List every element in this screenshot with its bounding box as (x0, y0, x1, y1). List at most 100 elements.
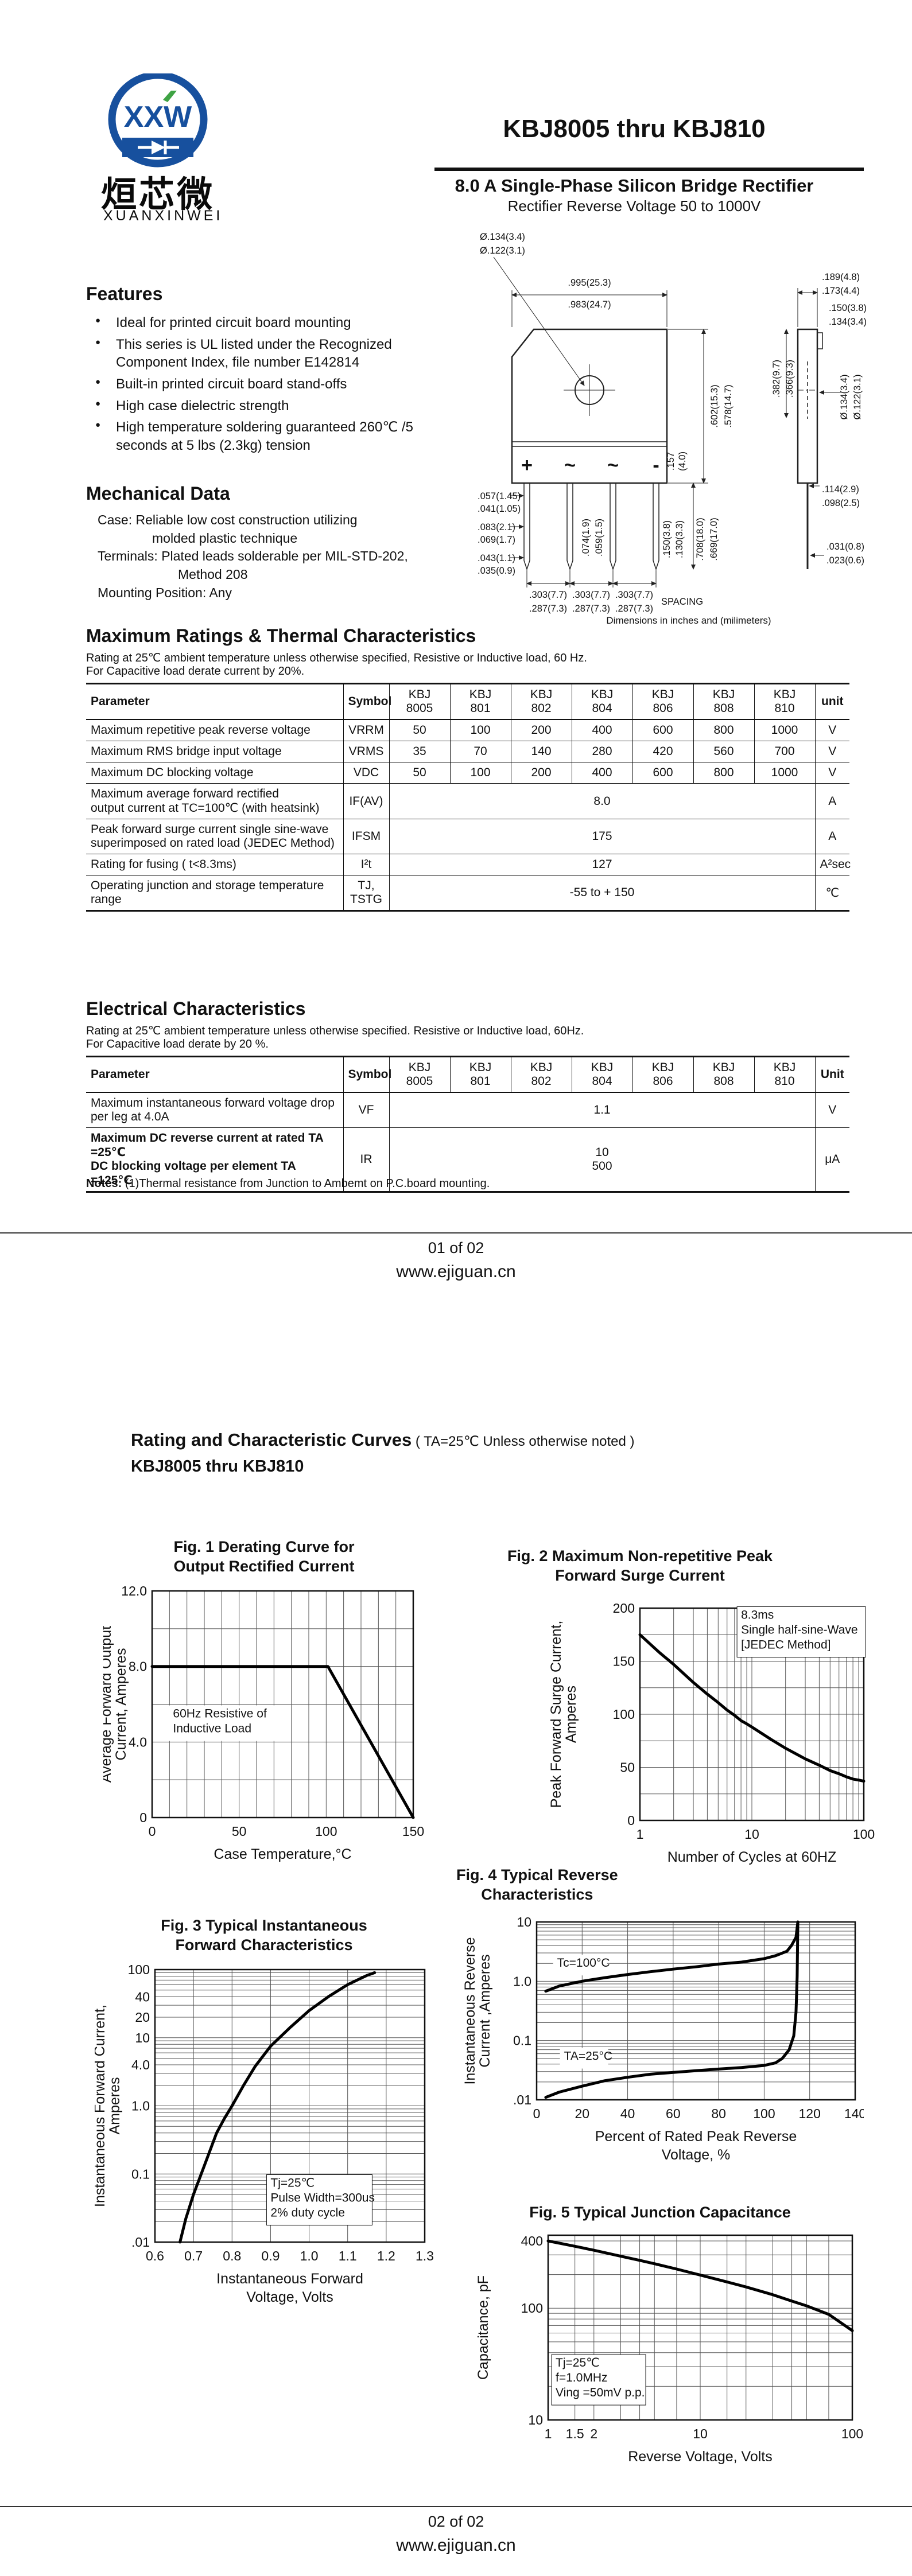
mechanical-line: Method 208 (178, 567, 248, 582)
column-header: KBJ 810 (754, 1056, 816, 1093)
diode-icon (138, 141, 179, 154)
svg-text:150: 150 (402, 1824, 424, 1839)
column-header: KBJ 802 (510, 1056, 572, 1093)
terminal-label: + (521, 454, 533, 476)
svg-text:140: 140 (844, 2106, 864, 2121)
dimension-label: .023(0.6) (826, 555, 864, 566)
svg-text:150: 150 (613, 1654, 635, 1669)
svg-text:50: 50 (232, 1824, 247, 1839)
svg-text:10: 10 (517, 1915, 531, 1929)
dimension-label: Ø.122(3.1) (480, 246, 525, 256)
table-row: Maximum instantaneous forward voltage dr… (86, 1092, 849, 1128)
svg-text:1.5: 1.5 (566, 2426, 584, 2441)
dimension-label: .173(4.4) (822, 286, 860, 296)
column-header: KBJ 808 (693, 683, 755, 720)
chart-annotation: 60Hz Resistive of (173, 1707, 267, 1721)
mechanical-line: Case: Reliable low cost construction uti… (98, 512, 358, 527)
feature-item: Built-in printed circuit board stand-off… (86, 375, 460, 394)
electrical-subtitle-2: For Capacitive load derate by 20 %. (86, 1038, 269, 1050)
chart-annotation: Tj=25℃ (270, 2176, 315, 2189)
series-Tc=100℃ (544, 1920, 800, 1993)
chart-annotation: [JEDEC Method] (741, 1639, 830, 1652)
dimension-label: .069(1.7) (478, 535, 515, 545)
dimension-label: .150(3.8) (662, 520, 672, 558)
dimension-label: .995(25.3) (568, 278, 611, 288)
curves-heading-bold: Rating and Characteristic Curves (131, 1430, 412, 1450)
svg-text:0: 0 (139, 1810, 147, 1825)
dimension-label: .287(7.3) (529, 604, 567, 614)
chart-annotation: 2% duty cycle (270, 2206, 345, 2219)
feature-item: High case dielectric strength (86, 397, 460, 415)
svg-text:Average Forward OutputCurrent,: Average Forward OutputCurrent, Amperes (103, 1626, 129, 1783)
dimension-label: Ø.122(3.1) (852, 375, 863, 420)
terminal-label: ~ (564, 454, 576, 476)
chart-annotation: Tj=25℃ (556, 2356, 600, 2369)
electrical-subtitle-1: Rating at 25℃ ambient temperature unless… (86, 1025, 584, 1037)
svg-text:10: 10 (528, 2412, 543, 2427)
dimension-label: .134(3.4) (829, 317, 867, 327)
company-logo: XXW (108, 73, 208, 168)
dimension-label: .669(17.0) (709, 517, 719, 561)
figure-1-title: Fig. 1 Derating Curve for Output Rectifi… (173, 1538, 355, 1575)
dimension-label: .303(7.7) (529, 590, 567, 600)
chart-annotation: Inductive Load (173, 1722, 251, 1736)
svg-text:Voltage, %: Voltage, % (662, 2147, 731, 2163)
svg-text:40: 40 (135, 1989, 150, 2004)
terminal-label: ~ (607, 454, 619, 476)
dimension-label: .189(4.8) (822, 272, 860, 282)
dimension-label: .578(14.7) (723, 384, 734, 427)
chart-annotation: Pulse Width=300us (270, 2191, 375, 2204)
svg-text:.01: .01 (513, 2092, 531, 2107)
column-header: Symbol (343, 683, 391, 720)
svg-text:0.1: 0.1 (513, 2033, 531, 2048)
dimension-label: .708(18.0) (695, 517, 705, 561)
column-header: unit (814, 683, 849, 720)
mechanical-line: Terminals: Plated leads solderable per M… (98, 548, 408, 564)
dimension-label: .366(9.3) (785, 360, 795, 398)
svg-text:50: 50 (620, 1760, 635, 1775)
dimension-label: .074(1.9) (581, 519, 591, 557)
chart-annotation: Single half-sine-Wave (741, 1624, 857, 1637)
figure-3-chart: Tj=25℃ Pulse Width=300us 2% duty cycle 0.6 0… (95, 1962, 434, 2305)
page1-rule (0, 1232, 912, 1233)
svg-text:10: 10 (693, 2426, 708, 2441)
terminal-polarity-labels: + ~ ~ - (521, 454, 659, 476)
mechanical-line: molded plastic technique (152, 530, 298, 546)
page1-number: 01 of 02 (428, 1239, 484, 1256)
mechanical-heading: Mechanical Data (86, 483, 230, 504)
figure-2-title: Fig. 2 Maximum Non-repetitive Peak Forwa… (507, 1547, 773, 1584)
svg-text:Number of Cycles at 60HZ: Number of Cycles at 60HZ (667, 1849, 837, 1865)
svg-text:120: 120 (799, 2106, 821, 2121)
dimension-label: .130(3.3) (674, 520, 685, 558)
svg-text:1.2: 1.2 (377, 2248, 395, 2263)
notes-line: Notes: (1)Thermal resistance from Juncti… (86, 1177, 490, 1190)
curves-heading-note: ( TA=25℃ Unless otherwise noted ) (412, 1434, 635, 1449)
mechanical-line: Mounting Position: Any (98, 585, 232, 600)
column-header: Unit (814, 1056, 849, 1093)
chart-annotation: TA=25°C (564, 2050, 612, 2063)
column-header: KBJ 806 (632, 1056, 694, 1093)
dimension-label: .150(3.8) (829, 303, 867, 313)
figure-5-chart: Tj=25℃ f=1.0MHz Ving =50mV p.p. 1 1.5 2 10 100 4… (475, 2233, 863, 2465)
page1-website: www.ejiguan.cn (396, 1262, 516, 1281)
column-header: KBJ 810 (754, 683, 816, 720)
page2-number: 02 of 02 (428, 2513, 484, 2530)
electrical-table: Parameter Symbol KBJ 8005 KBJ 801 KBJ 802 KBJ… (86, 1056, 849, 1193)
table-row: Maximum DC blocking voltage VDC 50 100 200 40… (86, 762, 849, 784)
column-header: KBJ 8005 (389, 683, 451, 720)
svg-text:Reverse Voltage, Volts: Reverse Voltage, Volts (628, 2449, 773, 2465)
table-row: Peak forward surge current single sine-w… (86, 819, 849, 854)
max-ratings-table: Parameter Symbol KBJ 8005 KBJ 801 KBJ 802 KBJ… (86, 683, 851, 912)
svg-text:0.8: 0.8 (223, 2248, 241, 2263)
svg-text:Percent of Rated Peak Reverse: Percent of Rated Peak Reverse (595, 2128, 797, 2145)
dimension-label: .157 (666, 452, 676, 470)
svg-text:0.7: 0.7 (184, 2248, 203, 2263)
svg-text:Instantaneous Forward: Instantaneous Forward (216, 2271, 363, 2287)
max-ratings-subtitle-1: Rating at 25℃ ambient temperature unless… (86, 652, 587, 664)
terminal-label: - (653, 454, 659, 476)
curves-section-subheading: KBJ8005 thru KBJ810 (131, 1457, 304, 1476)
svg-text:12.0: 12.0 (121, 1583, 147, 1598)
svg-text:100: 100 (613, 1707, 635, 1722)
